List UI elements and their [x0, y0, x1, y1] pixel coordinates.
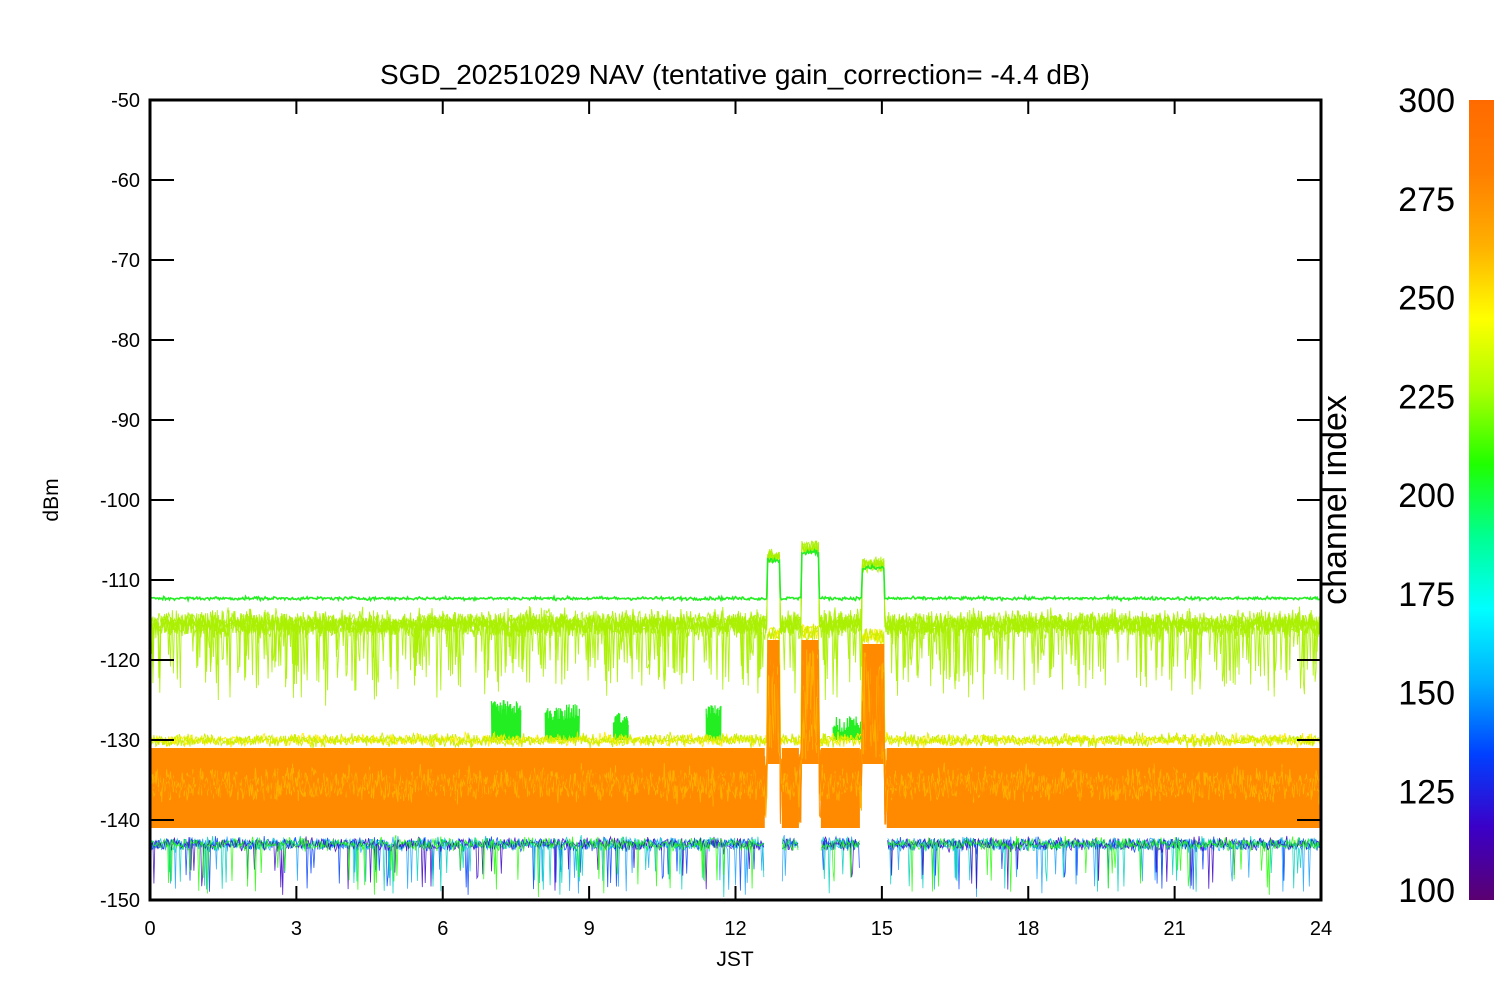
lower-core-line [150, 649, 1321, 818]
x-tick-label: 12 [724, 918, 746, 940]
x-axis-label: JST [716, 948, 754, 971]
y-tick-label: -90 [111, 410, 140, 432]
chart-title: SGD_20251029 NAV (tentative gain_correct… [380, 59, 1090, 90]
colorbar-tick-label: 225 [1398, 378, 1455, 416]
y-tick-label: -60 [111, 170, 140, 192]
x-tick-label: 24 [1310, 918, 1332, 940]
colorbar-title: channel index [1316, 395, 1354, 605]
y-tick-label: -130 [100, 730, 140, 752]
green-patch [705, 705, 722, 741]
y-tick-label: -110 [101, 570, 140, 592]
colorbar-tick-label: 300 [1398, 82, 1455, 120]
upper-spread-line [150, 541, 1321, 701]
y-axis: -50 -60 -70 -80 -90 -100 -110 -120 -130 -140 -150 [100, 90, 1321, 912]
plot-data-layer [150, 540, 1321, 898]
y-tick-label: -70 [111, 250, 140, 272]
y-tick-label: -100 [100, 490, 140, 512]
y-tick-label: -150 [100, 890, 140, 912]
lower-floor-line [150, 834, 1321, 898]
colorbar-gradient [1469, 100, 1494, 900]
y-tick-label: -120 [100, 650, 140, 672]
y-tick-label: -140 [100, 810, 140, 832]
colorbar-tick-label: 250 [1398, 280, 1455, 318]
green-patch [544, 704, 580, 741]
colorbar-tick-label: 200 [1398, 477, 1455, 515]
colorbar-tick-label: 275 [1398, 181, 1455, 219]
series-lower-top [150, 622, 1321, 749]
lower-top-line [150, 623, 1321, 749]
green-patch [490, 700, 522, 741]
x-tick-label: 0 [144, 918, 155, 940]
x-tick-label: 15 [871, 918, 893, 940]
colorbar-tick-label: 150 [1398, 675, 1455, 713]
colorbar-ticks: 300 275 250 225 200 175 150 125 100 [1398, 82, 1455, 910]
x-tick-label: 6 [437, 918, 448, 940]
y-tick-label: -50 [111, 90, 140, 112]
colorbar-tick-label: 100 [1398, 872, 1455, 910]
colorbar-tick-label: 175 [1398, 576, 1455, 614]
lower-top-line [150, 622, 1321, 749]
x-tick-label: 9 [584, 918, 595, 940]
colorbar: 300 275 250 225 200 175 150 125 100 [1398, 82, 1494, 910]
series-lower-core [150, 640, 1321, 828]
lower-core-line [150, 648, 1321, 825]
y-tick-label: -80 [111, 330, 140, 352]
x-tick-label: 18 [1017, 918, 1039, 940]
series-upper-spread [150, 540, 1321, 706]
series-upper-top [150, 547, 1321, 603]
colorbar-tick-label: 125 [1398, 773, 1455, 811]
x-tick-label: 3 [291, 918, 302, 940]
y-axis-label: dBm [40, 478, 63, 521]
x-axis: 0 3 6 9 12 15 18 21 24 [144, 100, 1332, 940]
series-lower-floor [150, 834, 1321, 898]
x-tick-label: 21 [1164, 918, 1186, 940]
